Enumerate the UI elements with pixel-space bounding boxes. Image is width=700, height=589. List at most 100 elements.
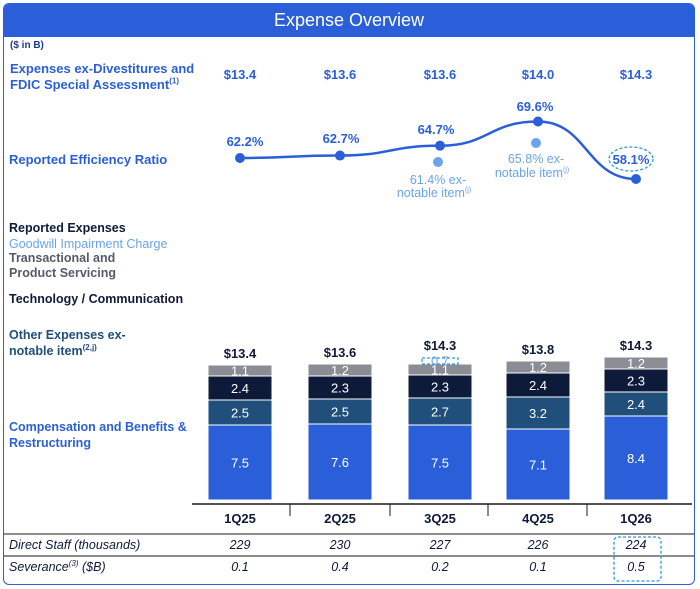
efficiency-label-2q25: 62.7% bbox=[323, 131, 360, 146]
table-cell-1-3q25: 0.2 bbox=[431, 560, 449, 574]
expenses-ex-value-2q25: $13.6 bbox=[324, 67, 357, 82]
expenses-ex-value-1q25: $13.4 bbox=[224, 67, 257, 82]
x-tick-label-1q25: 1Q25 bbox=[224, 511, 256, 526]
bar-comp-1q25 bbox=[207, 424, 273, 501]
transactional-label-line2: Product Servicing bbox=[9, 266, 116, 280]
table-row-label-0: Direct Staff (thousands) bbox=[9, 538, 140, 552]
bar-value-other-2q25: 2.5 bbox=[331, 405, 349, 420]
bar-comp-2q25 bbox=[307, 423, 373, 501]
bar-comp-4q25 bbox=[505, 428, 571, 501]
bar-value-comp-4q25: 7.1 bbox=[529, 458, 547, 473]
bar-total-3q25: $14.3 bbox=[424, 338, 457, 353]
ex-notable-sublabel-3q25: notable item(j) bbox=[397, 186, 471, 200]
other-expenses-label: Other Expenses ex- notable item(2,j) bbox=[9, 327, 126, 359]
expense-overview-panel: Expense Overview bbox=[3, 3, 695, 585]
table-row-unit-1: ($B) bbox=[78, 560, 106, 574]
other-expenses-footnote: (2,j) bbox=[82, 342, 97, 352]
goodwill-label: Goodwill Impairment Charge bbox=[9, 237, 168, 251]
table-cell-1-2q25: 0.4 bbox=[331, 560, 349, 574]
table-row-label-text-1: Severance bbox=[9, 560, 69, 574]
efficiency-point-3q25 bbox=[435, 140, 445, 151]
bar-value-technology-4q25: 2.4 bbox=[529, 378, 547, 393]
bar-value-comp-1q25: 7.5 bbox=[231, 456, 249, 471]
bar-total-2q25: $13.6 bbox=[324, 345, 357, 360]
bar-total-1q26: $14.3 bbox=[620, 338, 653, 353]
ex-notable-point-4q25 bbox=[531, 138, 541, 148]
table-cell-1-4q25: 0.1 bbox=[529, 560, 547, 574]
ex-notable-sublabel-4q25: notable item(j) bbox=[495, 166, 569, 180]
compensation-label-line2: Restructuring bbox=[9, 436, 91, 450]
bar-value-technology-1q25: 2.4 bbox=[231, 381, 249, 396]
expenses-ex-label-line1: Expenses ex-Divestitures and bbox=[10, 61, 195, 76]
efficiency-label-4q25: 69.6% bbox=[517, 99, 554, 114]
bar-goodwill-3q25 bbox=[421, 357, 459, 365]
bar-value-transactional-1q25: 1.1 bbox=[231, 364, 249, 379]
expenses-ex-value-3q25: $13.6 bbox=[424, 67, 457, 82]
efficiency-ratio-line bbox=[239, 120, 637, 181]
bar-value-transactional-3q25: 1.1 bbox=[431, 363, 449, 378]
x-tick-label-1q26: 1Q26 bbox=[620, 511, 652, 526]
bar-value-other-3q25: 2.7 bbox=[431, 405, 449, 420]
table-cell-0-2q25: 230 bbox=[329, 538, 351, 552]
bar-value-technology-3q25: 2.3 bbox=[431, 380, 449, 395]
bar-other-3q25 bbox=[407, 397, 473, 426]
bar-value-transactional-2q25: 1.2 bbox=[331, 363, 349, 378]
compensation-label: Compensation and Benefits & Restructurin… bbox=[9, 419, 187, 451]
efficiency-point-1q25 bbox=[235, 153, 245, 163]
efficiency-point-4q25 bbox=[533, 116, 543, 127]
bar-value-comp-2q25: 7.6 bbox=[331, 455, 349, 470]
bar-transactional-1q25 bbox=[207, 364, 273, 377]
bar-other-4q25 bbox=[505, 396, 571, 430]
table-cell-0-4q25: 226 bbox=[527, 538, 549, 552]
expenses-ex-value-1q26: $14.3 bbox=[620, 67, 653, 82]
bar-transactional-4q25 bbox=[505, 360, 571, 374]
bar-value-other-1q25: 2.5 bbox=[231, 406, 249, 421]
bar-value-technology-2q25: 2.3 bbox=[331, 381, 349, 396]
table-cell-0-1q25: 229 bbox=[229, 538, 251, 552]
efficiency-label-3q25: 64.7% bbox=[418, 122, 455, 137]
other-expenses-label-line1: Other Expenses ex- bbox=[9, 328, 126, 342]
expenses-ex-value-4q25: $14.0 bbox=[522, 67, 555, 82]
table-cell-1-1q25: 0.1 bbox=[231, 560, 249, 574]
bar-value-other-4q25: 3.2 bbox=[529, 406, 547, 421]
reported-expenses-label: Reported Expenses bbox=[9, 221, 126, 235]
bar-value-technology-1q26: 2.3 bbox=[627, 374, 645, 389]
table-cell-0-3q25: 227 bbox=[429, 538, 451, 552]
bar-value-goodwill-3q25: 0.7 bbox=[431, 354, 449, 369]
bar-value-transactional-1q26: 1.2 bbox=[627, 356, 645, 371]
bar-transactional-2q25 bbox=[307, 363, 373, 377]
ex-notable-label-4q25: 65.8% ex- bbox=[508, 152, 564, 166]
bar-comp-1q26 bbox=[603, 415, 669, 501]
table-highlight-box bbox=[613, 536, 662, 582]
table-cell-1-1q26: 0.5 bbox=[627, 560, 645, 574]
bar-technology-4q25 bbox=[505, 372, 571, 398]
bar-other-1q26 bbox=[603, 391, 669, 417]
transactional-label-line1: Transactional and bbox=[9, 251, 116, 265]
efficiency-point-1q26 bbox=[631, 174, 641, 184]
ex-notable-label-3q25: 61.4% ex- bbox=[410, 173, 466, 187]
bar-transactional-1q26 bbox=[603, 356, 669, 370]
other-expenses-label-line2: notable item bbox=[9, 344, 83, 358]
bar-total-1q25: $13.4 bbox=[224, 346, 257, 361]
table-row-footnote-1: (3) bbox=[68, 558, 79, 568]
expenses-ex-footnote: (1) bbox=[169, 76, 179, 86]
bar-value-comp-3q25: 7.5 bbox=[431, 456, 449, 471]
efficiency-point-2q25 bbox=[335, 150, 345, 161]
transactional-label: Transactional and Product Servicing bbox=[9, 251, 116, 281]
efficiency-label-1q26: 58.1% bbox=[613, 152, 650, 167]
bar-value-other-1q26: 2.4 bbox=[627, 397, 645, 412]
bar-other-1q25 bbox=[207, 399, 273, 426]
x-tick-label-3q25: 3Q25 bbox=[424, 511, 456, 526]
bar-value-transactional-4q25: 1.2 bbox=[529, 360, 547, 375]
table-cell-0-1q26: 224 bbox=[625, 538, 647, 552]
table-row-label-1: Severance(3) ($B) bbox=[9, 558, 106, 574]
bar-other-2q25 bbox=[307, 398, 373, 425]
expenses-ex-label: Expenses ex-Divestitures and FDIC Specia… bbox=[10, 61, 194, 93]
table-row-label-text-0: Direct Staff (thousands) bbox=[9, 538, 141, 552]
x-tick-label-4q25: 4Q25 bbox=[522, 511, 554, 526]
panel-title: Expense Overview bbox=[4, 4, 694, 37]
bar-total-4q25: $13.8 bbox=[522, 342, 555, 357]
expenses-ex-label-line2: FDIC Special Assessment bbox=[10, 77, 170, 92]
bar-technology-1q25 bbox=[207, 375, 273, 401]
